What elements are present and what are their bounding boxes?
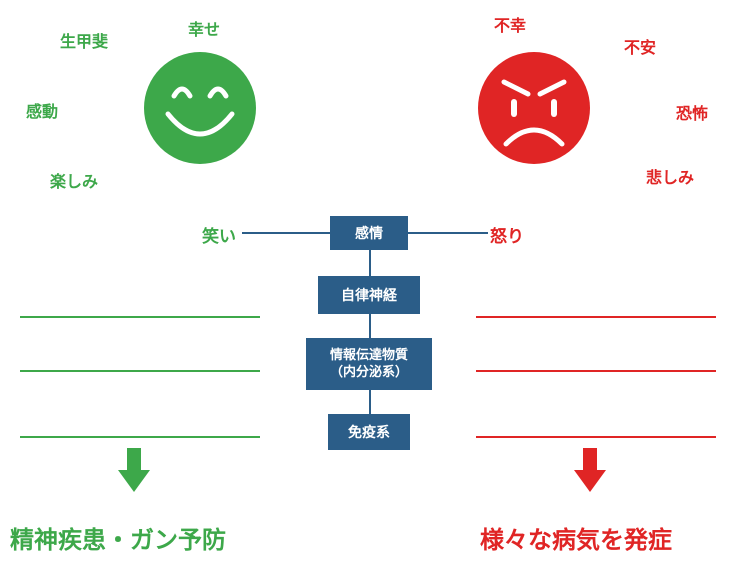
label-kyoufu: 恐怖 [676,100,708,124]
diagram-root: { "colors": { "green": "#3da84a", "red":… [0,0,730,566]
pos-arrow-head [118,470,150,492]
pos-rule-2 [20,370,260,372]
neg-rule-2 [476,370,716,372]
connector-2 [369,314,371,338]
box-jiritsu-line: 自律神経 [341,286,397,304]
pos-rule-3 [20,436,260,438]
angry-face [478,52,590,164]
label-fukou: 不幸 [494,12,526,36]
pos-arrow-stem [127,448,141,470]
box-naibun-line2: （内分泌系） [330,364,408,381]
box-naibun: 情報伝達物質（内分泌系） [306,338,432,390]
box-kanjou-line: 感情 [355,224,383,242]
label-ikigai: 生甲斐 [60,28,108,52]
label-kanashimi: 悲しみ [646,164,694,188]
connector-3 [369,390,371,414]
box-meneki-line: 免疫系 [348,423,390,441]
label-kandou: 感動 [26,98,58,122]
neg-rule-1 [476,316,716,318]
box-kanjou: 感情 [330,216,408,250]
label-fuan: 不安 [624,34,656,58]
box-meneki: 免疫系 [328,414,410,450]
neg-arrow-head [574,470,606,492]
connector-1 [369,250,371,276]
side-line-left [242,232,330,234]
result-positive: 精神疾患・ガン予防 [10,520,226,555]
happy-face [144,52,256,164]
result-negative: 様々な病気を発症 [480,520,672,555]
side-line-right [408,232,488,234]
happy-face-svg [144,52,256,164]
label-shiawase: 幸せ [188,16,220,40]
box-jiritsu: 自律神経 [318,276,420,314]
box-naibun-line1: 情報伝達物質 [330,347,408,364]
angry-face-svg [478,52,590,164]
pos-rule-1 [20,316,260,318]
neg-rule-3 [476,436,716,438]
label-tanoshimi: 楽しみ [50,168,98,192]
label-ikari: 怒り [490,222,524,247]
label-warai: 笑い [202,222,236,247]
neg-arrow-stem [583,448,597,470]
